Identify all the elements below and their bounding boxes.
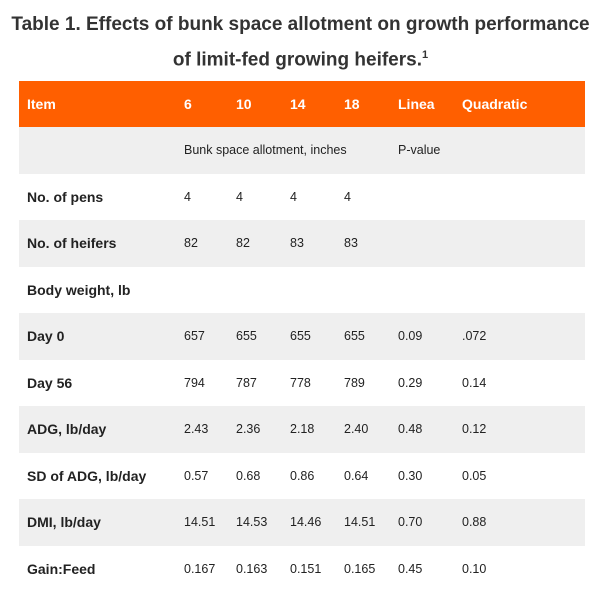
- header-10: 10: [236, 81, 290, 127]
- table-row: DMI, lb/day 14.51 14.53 14.46 14.51 0.70 0.88: [19, 499, 585, 546]
- table-cell: 0.05: [462, 468, 487, 483]
- table-cell: 794: [184, 375, 205, 390]
- table-cell: 0.45: [398, 561, 423, 576]
- table-cell: 0.70: [398, 515, 423, 530]
- table-cell: [398, 174, 462, 221]
- table-cell: 0.163: [236, 561, 268, 576]
- table-cell: 655: [236, 329, 257, 344]
- table-cell: 4: [184, 189, 191, 204]
- table-cell: [236, 267, 290, 314]
- table-row: Day 0 657 655 655 655 0.09 .072: [19, 313, 585, 360]
- title-line-1: Table 1. Effects of bunk space allotment…: [11, 14, 590, 35]
- table-cell: 0.14: [462, 375, 487, 390]
- table-cell: 789: [344, 375, 365, 390]
- table-cell: [398, 267, 462, 314]
- subheader-empty: [19, 127, 184, 174]
- header-18: 18: [344, 81, 398, 127]
- row-label: SD of ADG, lb/day: [27, 467, 147, 484]
- table-cell: 4: [290, 189, 297, 204]
- table-cell: [462, 267, 585, 314]
- table-cell: 82: [184, 236, 198, 251]
- table-cell: 83: [290, 236, 304, 251]
- table-cell: 0.12: [462, 422, 487, 437]
- table-cell: 0.151: [290, 561, 322, 576]
- table-cell: 0.29: [398, 375, 423, 390]
- title-line-2: of limit-fed growing heifers.1: [0, 40, 601, 75]
- table-row: Gain:Feed 0.167 0.163 0.151 0.165 0.45 0.10: [19, 545, 585, 592]
- row-label: Gain:Feed: [27, 560, 96, 577]
- header-6: 6: [184, 81, 236, 127]
- table-cell: 2.36: [236, 422, 261, 437]
- table-cell: 657: [184, 329, 205, 344]
- table-cell: 4: [236, 189, 243, 204]
- table-cell: 4: [344, 189, 351, 204]
- table-cell: 14.46: [290, 515, 322, 530]
- row-label: ADG, lb/day: [27, 421, 107, 438]
- subheader-pvalue: P-value: [398, 143, 441, 158]
- table-cell: 0.57: [184, 468, 209, 483]
- table-cell: [462, 220, 585, 267]
- header-linear: Linea: [398, 81, 462, 127]
- header-14: 14: [290, 81, 344, 127]
- table-cell: 0.30: [398, 468, 423, 483]
- row-label: DMI, lb/day: [27, 514, 101, 531]
- row-label: No. of pens: [27, 188, 104, 205]
- row-label: Day 56: [27, 374, 73, 391]
- table-cell: 2.43: [184, 422, 209, 437]
- table-cell: .072: [462, 329, 487, 344]
- table-cell: 0.165: [344, 561, 376, 576]
- table-cell: 2.40: [344, 422, 369, 437]
- table-cell: 14.51: [184, 515, 216, 530]
- table-cell: 0.09: [398, 329, 423, 344]
- table-row: Day 56 794 787 778 789 0.29 0.14: [19, 359, 585, 406]
- table-cell: [290, 267, 344, 314]
- table-cell: 0.86: [290, 468, 315, 483]
- table-row: SD of ADG, lb/day 0.57 0.68 0.86 0.64 0.30 0.0…: [19, 452, 585, 499]
- table-cell: 14.53: [236, 515, 268, 530]
- subheader-bunk: Bunk space allotment, inches: [184, 143, 347, 158]
- title-line-2-text: of limit-fed growing heifers.: [172, 49, 422, 71]
- header-quadratic: Quadratic: [462, 81, 585, 127]
- table-cell: 0.64: [344, 468, 369, 483]
- table-cell: 2.18: [290, 422, 315, 437]
- table-cell: [462, 174, 585, 221]
- table-cell: 82: [236, 236, 250, 251]
- title-footnote: 1: [422, 49, 429, 61]
- row-label: No. of heifers: [27, 235, 117, 252]
- table-header-row: Item 6 10 14 18 Linea Quadratic: [19, 81, 585, 127]
- row-label: Body weight, lb: [27, 281, 131, 298]
- table-cell: [344, 267, 398, 314]
- table-cell: 655: [344, 329, 365, 344]
- table-cell: 0.48: [398, 422, 423, 437]
- table-row: No. of heifers 82 82 83 83: [19, 220, 585, 267]
- table-row: ADG, lb/day 2.43 2.36 2.18 2.40 0.48 0.12: [19, 406, 585, 453]
- table-cell: 0.10: [462, 561, 487, 576]
- row-label: Day 0: [27, 328, 65, 345]
- table-cell: 0.68: [236, 468, 261, 483]
- table-row: No. of pens 4 4 4 4: [19, 173, 585, 221]
- table-cell: [398, 220, 462, 267]
- table-cell: 83: [344, 236, 358, 251]
- table-cell: 787: [236, 375, 257, 390]
- table-row: Body weight, lb: [19, 266, 585, 314]
- table-cell: [184, 267, 236, 314]
- table-cell: 14.51: [344, 515, 376, 530]
- table-cell: 778: [290, 375, 311, 390]
- table-title: Table 1. Effects of bunk space allotment…: [0, 0, 601, 72]
- table-cell: 0.167: [184, 561, 216, 576]
- subheader-row: Bunk space allotment, inches P-value: [19, 127, 585, 174]
- header-item: Item: [19, 81, 184, 127]
- data-table: Item 6 10 14 18 Linea Quadratic Bunk spa…: [19, 81, 585, 592]
- table-cell: 0.88: [462, 515, 487, 530]
- table-cell: 655: [290, 329, 311, 344]
